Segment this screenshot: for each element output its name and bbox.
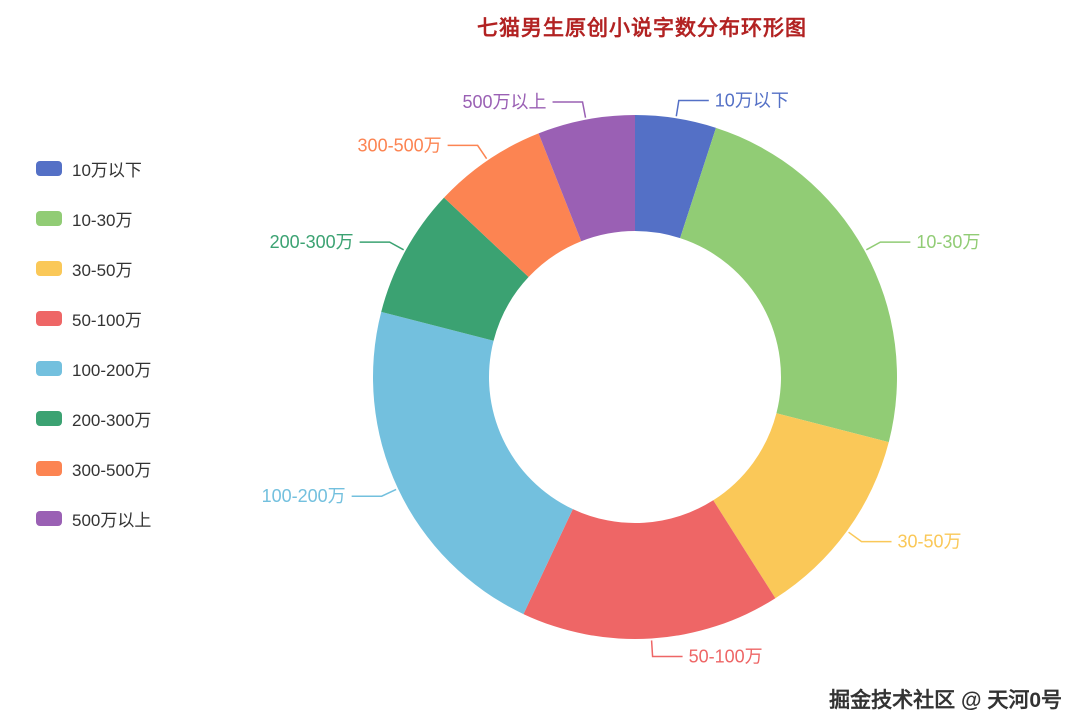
legend-swatch [36, 310, 62, 326]
pie-slice-5[interactable] [373, 311, 573, 615]
slice-label: 10-30万 [916, 232, 980, 252]
legend-swatch [36, 210, 62, 226]
pie-slice-1[interactable] [635, 115, 716, 239]
watermark: 掘金技术社区 @ 天河0号 [829, 689, 1062, 712]
slice-label: 100-200万 [262, 486, 346, 506]
legend: 10万以下 10-30万 30-50万 50-100万 100-200万 200-300万… [36, 158, 152, 530]
slice-label: 50-100万 [689, 646, 763, 666]
legend-label: 500万以上 [72, 510, 152, 530]
legend-swatch [36, 510, 62, 526]
label-line [650, 640, 683, 658]
pie-slice-8[interactable] [538, 115, 635, 242]
slice-label: 500万以上 [462, 92, 546, 112]
label-line [351, 488, 397, 497]
legend-item-3[interactable]: 30-50万 [36, 258, 151, 280]
legend-item-4[interactable]: 50-100万 [36, 308, 151, 330]
legend-label: 100-200万 [72, 360, 152, 380]
label-line [447, 144, 488, 160]
pie-slice-4[interactable] [523, 500, 776, 640]
legend-item-6[interactable]: 200-300万 [36, 408, 152, 430]
legend-swatch [36, 160, 62, 176]
legend-item-7[interactable]: 300-500万 [36, 458, 152, 480]
label-line [552, 101, 587, 118]
legend-label: 50-100万 [72, 310, 142, 330]
slice-label: 200-300万 [270, 232, 354, 252]
label-line [848, 531, 892, 543]
legend-item-8[interactable]: 500万以上 [36, 508, 152, 530]
pie-slice-3[interactable] [713, 413, 889, 599]
label-line [865, 241, 911, 251]
legend-item-5[interactable]: 100-200万 [36, 358, 152, 380]
legend-label: 200-300万 [72, 410, 152, 430]
pie-slice-7[interactable] [444, 133, 582, 278]
slice-label: 10万以下 [715, 90, 789, 110]
legend-item-2[interactable]: 10-30万 [36, 208, 151, 230]
legend-label: 10万以下 [72, 160, 142, 180]
chart-title: 七猫男生原创小说字数分布环形图 [477, 17, 807, 40]
slice-label: 30-50万 [898, 532, 962, 552]
pie-slice-2[interactable] [680, 127, 898, 443]
legend-swatch [36, 410, 62, 426]
legend-swatch [36, 260, 62, 276]
legend-item-1[interactable]: 10万以下 [36, 158, 151, 180]
legend-swatch [36, 460, 62, 476]
legend-swatch [36, 360, 62, 376]
label-line [675, 99, 709, 117]
pie-slice-6[interactable] [381, 197, 529, 341]
slice-label: 300-500万 [358, 135, 442, 155]
legend-label: 300-500万 [72, 460, 152, 480]
legend-label: 10-30万 [72, 210, 133, 230]
label-line [359, 241, 405, 251]
legend-label: 30-50万 [72, 260, 133, 280]
